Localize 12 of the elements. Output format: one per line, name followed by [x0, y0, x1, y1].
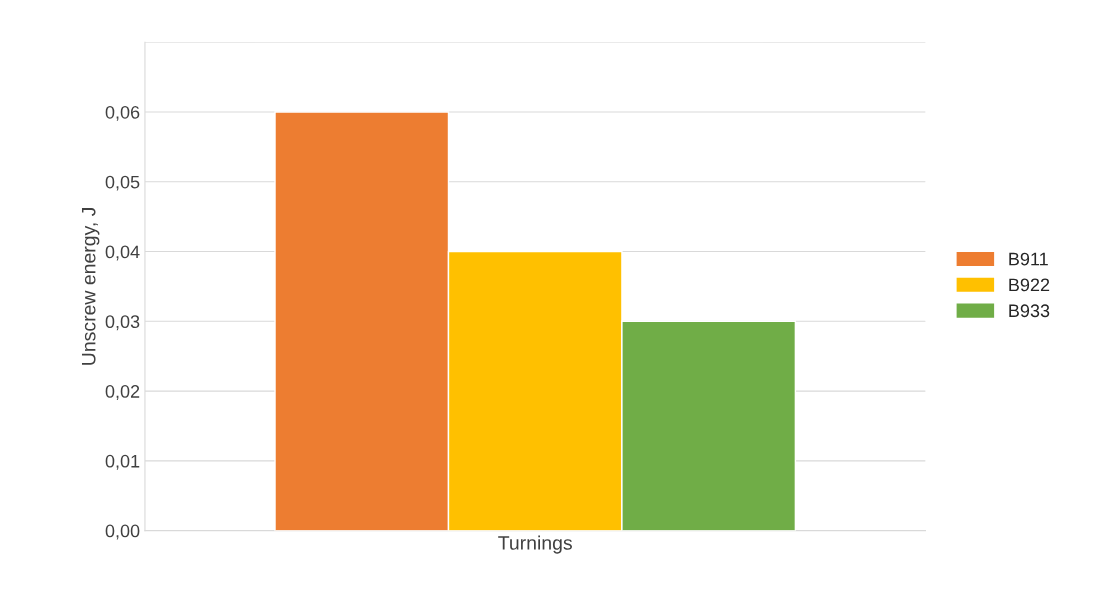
y-tick-label: 0,06 — [105, 105, 140, 121]
legend-label: B911 — [1009, 252, 1048, 266]
x-tick-label: Turnings — [498, 535, 572, 554]
y-tick-label: 0,04 — [105, 245, 140, 261]
legend-label: B933 — [1009, 304, 1050, 318]
y-tick-label: 0,03 — [105, 315, 140, 331]
y-tick-label: 0,01 — [105, 454, 140, 470]
y-tick-label: 0,05 — [105, 175, 140, 191]
y-tick-label: 0,02 — [105, 385, 140, 400]
y-axis-title: Unscrew energy, J — [81, 208, 100, 365]
y-tick-label: 0,00 — [105, 524, 140, 540]
legend-label: B922 — [1009, 278, 1050, 292]
